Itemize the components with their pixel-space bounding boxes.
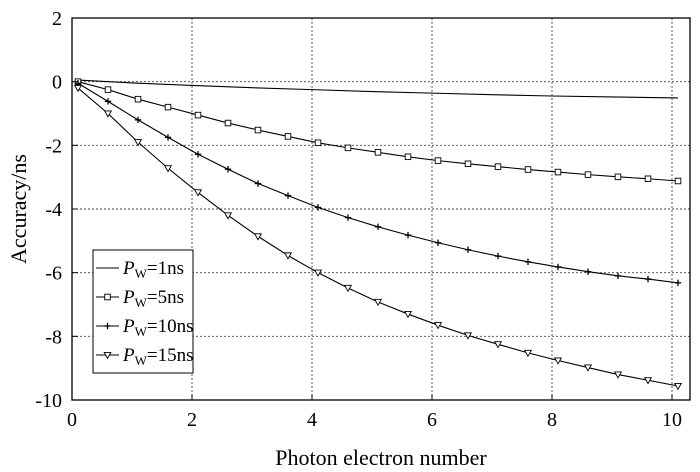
data-point <box>644 175 652 183</box>
data-point <box>164 103 172 111</box>
data-point <box>254 126 262 134</box>
data-point <box>194 151 202 158</box>
data-point <box>343 284 353 293</box>
data-point <box>673 382 683 391</box>
legend-marker <box>103 351 112 360</box>
data-point <box>403 311 413 319</box>
data-point <box>194 111 202 119</box>
x-tick-label: 10 <box>662 409 682 431</box>
data-point <box>643 377 653 385</box>
data-point <box>163 165 173 173</box>
data-point <box>193 189 203 197</box>
data-point <box>674 279 682 287</box>
data-point <box>674 177 682 185</box>
y-axis-title: Accuracy/ns <box>6 154 31 264</box>
x-tick-label: 6 <box>427 409 437 431</box>
data-point <box>283 252 293 260</box>
data-point <box>373 298 383 307</box>
y-tick-label: -4 <box>45 199 62 221</box>
data-point <box>404 153 412 161</box>
data-point <box>584 268 592 275</box>
tick-labels: 0 2 4 6 8 10 2 0 -2 -4 -6 -8 -10 <box>35 8 682 431</box>
data-point <box>614 272 622 280</box>
data-point <box>224 166 232 173</box>
data-point <box>614 173 622 181</box>
x-tick-label: 4 <box>307 409 317 431</box>
axis-ticks <box>71 17 673 401</box>
grid-lines <box>72 18 690 400</box>
legend-marker <box>104 293 111 301</box>
x-tick-label: 0 <box>67 409 77 431</box>
x-axis-title: Photon electron number <box>275 445 487 470</box>
series-layer <box>73 78 683 391</box>
data-point <box>374 223 382 231</box>
data-point <box>523 349 533 358</box>
data-point <box>583 364 593 372</box>
data-point <box>404 231 412 239</box>
data-point <box>253 233 263 241</box>
data-point <box>313 269 323 277</box>
data-point <box>433 322 443 330</box>
data-point <box>284 192 292 199</box>
data-point <box>223 212 233 220</box>
data-point <box>344 144 352 152</box>
data-point <box>434 157 442 164</box>
data-point <box>164 134 172 141</box>
data-point <box>493 341 503 349</box>
data-point <box>463 332 473 340</box>
data-point <box>314 204 322 211</box>
x-tick-label: 2 <box>187 409 197 431</box>
data-point <box>104 86 112 93</box>
data-point <box>374 149 382 156</box>
data-point <box>553 357 563 365</box>
y-tick-label: -8 <box>45 326 62 348</box>
data-point <box>224 119 232 127</box>
data-point <box>644 275 652 283</box>
y-tick-label: 2 <box>52 8 62 30</box>
data-point <box>104 98 112 105</box>
data-point <box>554 263 562 271</box>
data-point <box>494 252 502 260</box>
series-3 <box>74 80 682 287</box>
y-tick-label: -10 <box>35 390 62 412</box>
data-point <box>134 95 142 103</box>
series-1 <box>77 79 679 99</box>
data-point <box>133 139 143 147</box>
data-point <box>524 166 532 173</box>
legend-label: PW=1ns <box>122 258 184 281</box>
data-point <box>524 258 532 266</box>
data-point <box>464 246 472 253</box>
y-tick-label: -6 <box>45 263 62 285</box>
legend-marker <box>104 322 111 330</box>
data-point <box>134 116 142 124</box>
data-point <box>613 371 623 379</box>
legend-label: PW=15ns <box>122 345 194 368</box>
y-tick-label: -2 <box>45 135 62 157</box>
data-point <box>284 133 292 140</box>
data-point <box>464 160 472 168</box>
x-tick-label: 8 <box>547 409 557 431</box>
legend-item: PW=1ns <box>96 258 184 281</box>
data-point <box>103 110 113 118</box>
legend: PW=1ns PW=5ns PW=10ns PW=15ns <box>92 249 194 374</box>
series-line <box>77 79 679 99</box>
data-point <box>584 171 592 178</box>
legend-item: PW=15ns <box>96 345 194 368</box>
legend-label: PW=5ns <box>122 287 184 310</box>
data-point <box>314 139 322 147</box>
data-point <box>494 163 502 170</box>
data-point <box>254 180 262 187</box>
data-point <box>434 239 442 246</box>
legend-item: PW=10ns <box>96 316 194 339</box>
data-point <box>73 84 83 93</box>
y-tick-label: 0 <box>52 72 62 94</box>
legend-item: PW=5ns <box>96 287 184 310</box>
series-4 <box>73 84 683 391</box>
legend-label: PW=10ns <box>122 316 194 339</box>
data-point <box>344 214 352 221</box>
data-point <box>554 168 562 176</box>
series-2 <box>74 78 682 185</box>
